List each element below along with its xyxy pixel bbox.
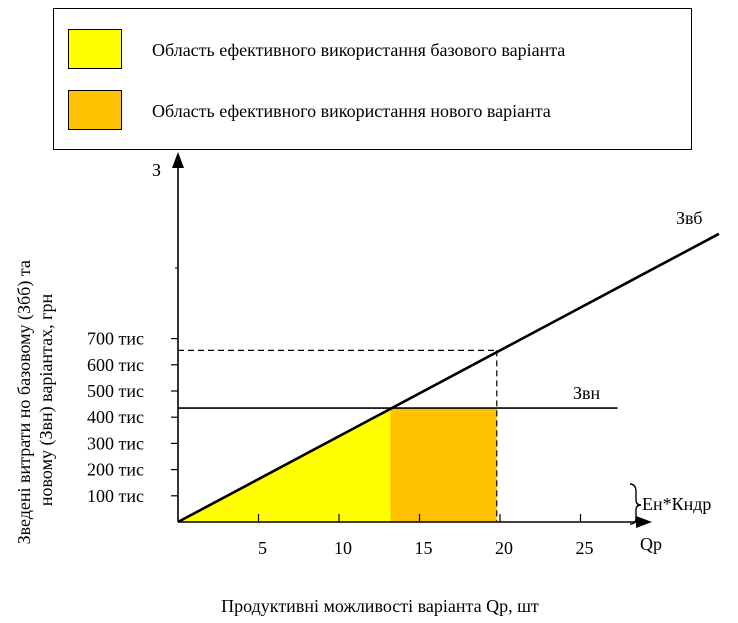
series-label-zbb: Звб bbox=[676, 208, 702, 228]
y-axis-arrow bbox=[172, 152, 184, 168]
x-axis-arrow bbox=[636, 516, 652, 528]
annotation-brace bbox=[629, 483, 642, 525]
x-axis-label: Продуктивні можливості варіанта Qp, шт bbox=[221, 596, 539, 616]
labels-layer: З Qp Звб Звн Ен*Кндр Продуктивні можливо… bbox=[14, 160, 711, 616]
x-tick-label-5: 5 bbox=[258, 538, 267, 558]
region-new-variant bbox=[390, 408, 497, 522]
x-tick-label-10: 10 bbox=[334, 538, 352, 558]
x-tick-label-20: 20 bbox=[495, 538, 513, 558]
legend: Область ефективного використання базовог… bbox=[53, 8, 692, 150]
y-axis-label-line1: Зведені витрати но базовому (Збб) та bbox=[14, 260, 35, 544]
legend-label-new: Область ефективного використання нового … bbox=[152, 101, 551, 121]
guides-layer bbox=[178, 349, 498, 522]
series-label-zvn: Звн bbox=[573, 383, 601, 403]
y-tick-label-300: 300 тис bbox=[87, 433, 144, 453]
regions-layer bbox=[178, 408, 497, 522]
annotation-label: Ен*Кндр bbox=[642, 494, 711, 514]
y-axis-name: З bbox=[152, 160, 161, 180]
series-layer bbox=[177, 232, 720, 524]
y-axis-label: Зведені витрати но базовому (Збб) та нов… bbox=[14, 256, 57, 545]
series-line-0 bbox=[177, 232, 720, 524]
y-tick-label-200: 200 тис bbox=[87, 460, 144, 480]
legend-swatch-base bbox=[68, 29, 122, 69]
y-tick-label-400: 400 тис bbox=[87, 407, 144, 427]
x-tick-label-25: 25 bbox=[576, 538, 594, 558]
axes-layer: 5 10 15 20 25 100 тис 200 тис 300 тис 400 тис 500… bbox=[87, 152, 652, 558]
legend-label-base: Область ефективного використання базовог… bbox=[152, 40, 566, 60]
y-tick-label-500: 500 тис bbox=[87, 381, 144, 401]
y-tick-label-600: 600 тис bbox=[87, 355, 144, 375]
x-tick-label-15: 15 bbox=[415, 538, 433, 558]
y-tick-label-700: 700 тис bbox=[87, 329, 144, 349]
x-axis-name: Qp bbox=[640, 534, 662, 554]
y-tick-label-100: 100 тис bbox=[87, 486, 144, 506]
y-axis-label-line2: новому (Звн) варіантах, грн bbox=[36, 294, 57, 507]
legend-swatch-new bbox=[68, 90, 122, 130]
